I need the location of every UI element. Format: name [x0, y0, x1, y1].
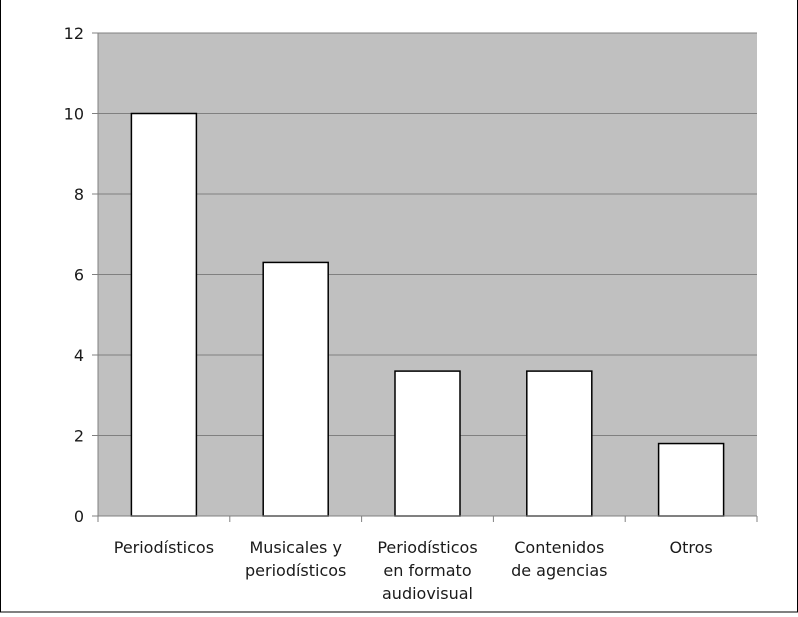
- gridlines: [98, 32, 757, 436]
- axes: [92, 32, 758, 522]
- x-tick-label-line: de agencias: [511, 561, 607, 580]
- x-tick-label-line: Periodísticos: [377, 538, 477, 557]
- bar: [526, 370, 593, 517]
- x-tick-label-line: Periodísticos: [114, 538, 214, 557]
- x-tick-label: Otros: [669, 538, 712, 557]
- x-tick-label-line: periodísticos: [245, 561, 346, 580]
- bars: [130, 112, 725, 517]
- bar: [262, 261, 329, 517]
- x-tick-label: Periodísticos: [114, 538, 214, 557]
- x-tick-label-line: audiovisual: [382, 584, 473, 603]
- x-tick-label: Contenidos de agencias: [511, 538, 607, 580]
- bar: [394, 370, 461, 517]
- bar: [130, 112, 198, 517]
- x-tick-label-line: en formato: [383, 561, 471, 580]
- y-tick-label: 2: [74, 427, 84, 446]
- x-tick-labels: Periodísticos Musicales y periodísticos Per…: [114, 538, 713, 603]
- y-tick-label: 0: [74, 507, 84, 526]
- x-tick-label: Periodísticos en formato audiovisual: [377, 538, 477, 603]
- x-tick-label: Musicales y periodísticos: [245, 538, 346, 580]
- bar: [657, 442, 725, 517]
- y-tick-label: 4: [74, 346, 84, 365]
- x-tick-label-line: Otros: [669, 538, 712, 557]
- x-tick-label-line: Contenidos: [514, 538, 604, 557]
- y-tick-label: 10: [64, 105, 84, 124]
- y-tick-label: 6: [74, 266, 84, 285]
- x-tick-label-line: Musicales y: [249, 538, 342, 557]
- y-tick-label: 8: [74, 185, 84, 204]
- y-tick-labels: 0 2 4 6 8 10 12: [64, 24, 84, 526]
- y-tick-label: 12: [64, 24, 84, 43]
